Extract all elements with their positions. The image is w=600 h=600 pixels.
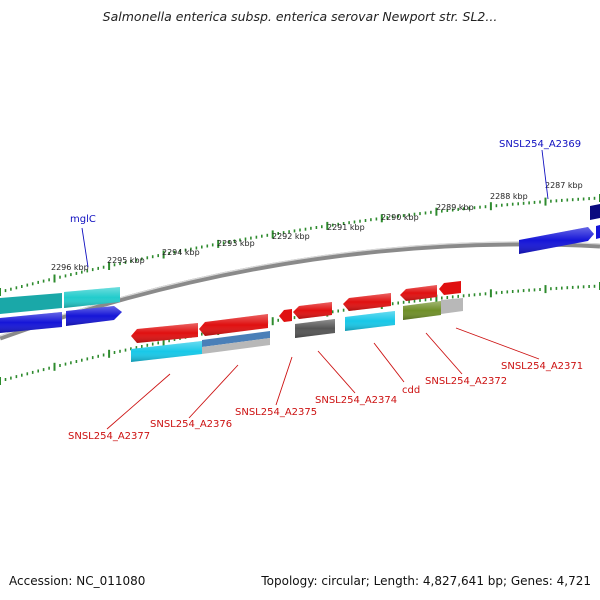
feature-blue-3[interactable] xyxy=(519,227,594,254)
feature-SNSL254_A2377[interactable] xyxy=(131,323,198,343)
feature-SNSL254_A2375[interactable] xyxy=(279,309,292,322)
gene-label-SNSL254_A2372[interactable]: SNSL254_A2372 xyxy=(425,376,507,387)
scale-label: 2295 kbp xyxy=(107,256,145,265)
feature-blue-4[interactable] xyxy=(596,225,600,239)
topology-text: Topology: circular; Length: 4,827,641 bp… xyxy=(261,574,591,588)
leader-lines xyxy=(81,149,549,430)
outer-scale-ticks xyxy=(0,194,600,296)
feature-teal-1[interactable] xyxy=(0,293,62,314)
scale-label: 2290 kbp xyxy=(381,213,419,222)
gene-label-SNSL254_A2377[interactable]: SNSL254_A2377 xyxy=(68,431,150,442)
map-title: Salmonella enterica subsp. enterica sero… xyxy=(102,9,498,24)
feature-blue-1[interactable] xyxy=(0,312,62,333)
feature-blue-2[interactable] xyxy=(66,306,122,326)
gene-label-SNSL254_A2376[interactable]: SNSL254_A2376 xyxy=(150,419,232,430)
scale-label: 2293 kbp xyxy=(217,239,255,248)
box-steel-1[interactable] xyxy=(202,331,270,347)
feature-SNSL254_A2374[interactable] xyxy=(293,302,332,319)
gene-label-SNSL254_A2374[interactable]: SNSL254_A2374 xyxy=(315,395,397,406)
box-darkgray-1[interactable] xyxy=(295,319,335,338)
gene-label-SNSL254_A2369[interactable]: SNSL254_A2369 xyxy=(499,139,581,150)
feature-SNSL254_A2376[interactable] xyxy=(199,314,268,336)
accession-text: Accession: NC_011080 xyxy=(9,574,146,588)
scale-label: 2292 kbp xyxy=(272,232,310,241)
scale-label: 2291 kbp xyxy=(327,223,365,232)
feature-SNSL254_A2372[interactable] xyxy=(400,285,437,301)
feature-mglC[interactable] xyxy=(64,287,120,308)
gene-label-SNSL254_A2375[interactable]: SNSL254_A2375 xyxy=(235,407,317,418)
box-gray-1[interactable] xyxy=(202,338,270,354)
feature-cdd[interactable] xyxy=(343,293,391,311)
gene-label-SNSL254_A2371[interactable]: SNSL254_A2371 xyxy=(501,361,583,372)
box-gray-2[interactable] xyxy=(441,298,463,314)
box-cyan-2[interactable] xyxy=(345,311,395,331)
gene-label-mglC[interactable]: mglC xyxy=(70,214,96,225)
gene-label-cdd[interactable]: cdd xyxy=(402,385,420,396)
feature-navy-SNSL254_A2369[interactable] xyxy=(590,204,600,220)
scale-label: 2287 kbp xyxy=(545,181,583,190)
feature-SNSL254_A2371[interactable] xyxy=(439,281,461,295)
scale-label: 2289 kbp xyxy=(436,203,474,212)
scale-label: 2288 kbp xyxy=(490,192,528,201)
box-cyan-1[interactable] xyxy=(131,341,202,362)
box-olive-1[interactable] xyxy=(403,301,441,320)
scale-label: 2294 kbp xyxy=(162,248,200,257)
scale-label: 2296 kbp xyxy=(51,263,89,272)
